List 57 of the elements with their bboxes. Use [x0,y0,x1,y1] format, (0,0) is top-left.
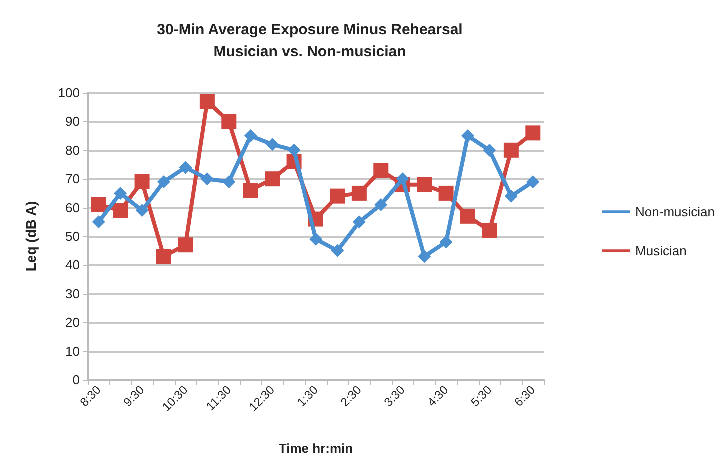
point [352,216,366,229]
point [92,216,106,229]
y-tick-label: 30 [66,286,80,302]
y-tick-label: 10 [66,344,80,359]
point [244,130,258,143]
point [288,144,301,157]
point [265,172,280,187]
point [330,188,346,204]
y-tick-label: 50 [66,229,80,244]
point [462,130,474,143]
point [158,175,170,188]
point [374,198,388,212]
x-tick-label: 6:30 [512,382,538,410]
point [200,172,214,186]
y-tick-label: 40 [66,258,80,273]
y-tick-label: 100 [58,86,80,100]
point [438,186,454,201]
point [156,249,172,264]
point [483,144,496,157]
point [331,244,344,258]
y-tick-label: 70 [66,172,80,187]
y-tick-label: 60 [66,200,80,216]
point [526,126,541,141]
point [136,204,149,218]
point [504,190,518,203]
point [114,186,128,200]
point [460,208,476,224]
y-tick-label: 0 [72,372,80,388]
point [482,223,498,238]
x-axis-title: Time hr:min [278,441,354,456]
point [504,142,519,158]
point [243,183,258,198]
point [440,236,453,249]
point [200,94,215,110]
y-tick-label: 80 [66,142,80,158]
point [178,238,194,253]
point [113,203,128,218]
point [352,186,367,201]
point [526,175,540,188]
y-tick-label: 90 [66,114,80,130]
legend-label: Non-musician [636,204,716,220]
point [222,114,237,130]
point [396,172,410,186]
point [266,138,280,152]
point [222,175,236,188]
chart-title: 30-Min Average Exposure Minus Rehearsal Musician vs. Non-musician [157,22,463,60]
point [310,232,322,246]
point [418,250,432,264]
legend-label: Musician [636,244,687,258]
point [91,197,106,212]
y-tick-label: 20 [66,315,80,330]
y-axis-title: Leq (dB A) [23,201,39,272]
point [134,174,150,190]
x-tick-label: 4:30 [424,382,452,410]
point [179,161,192,174]
point [374,162,389,178]
point [417,177,432,192]
